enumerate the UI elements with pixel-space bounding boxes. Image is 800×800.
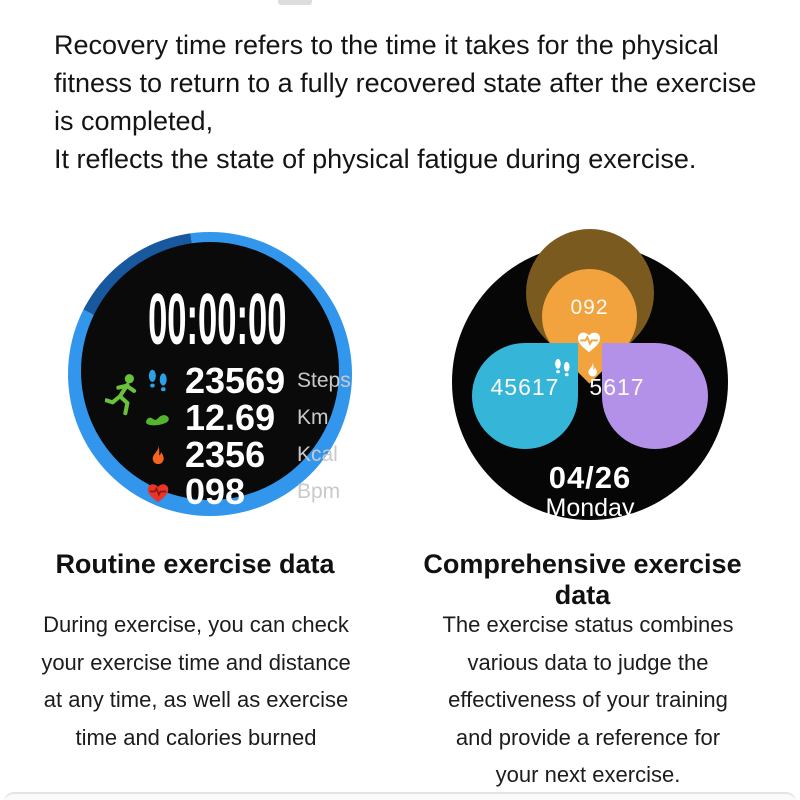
calories-value: 5617: [589, 374, 645, 400]
intro-text: Recovery time refers to the time it take…: [54, 30, 757, 174]
petal-steps: [472, 343, 578, 449]
footprints-small-icon: [552, 358, 573, 378]
next-section-edge: [4, 792, 796, 800]
metric-row-distance: 12.69 Km: [139, 396, 351, 438]
heart-pulse-icon: [575, 328, 603, 354]
weekday-label: Monday: [545, 494, 635, 522]
metric-row-calories: 2356 Kcal: [139, 433, 351, 475]
runner-icon: [105, 374, 137, 416]
routine-description: During exercise, you can check your exer…: [41, 612, 351, 750]
date-label: 04/26: [548, 460, 632, 495]
footprints-icon: [139, 369, 177, 393]
comprehensive-description: The exercise status combines various dat…: [442, 612, 734, 787]
petal-calories: [602, 343, 708, 449]
comprehensive-heading: Comprehensive exercise data: [423, 549, 742, 610]
routine-heading: Routine exercise data: [55, 549, 335, 579]
flame-small-icon: [584, 360, 601, 379]
metric-value: 23569: [185, 359, 286, 401]
metric-row-steps: 23569 Steps: [139, 359, 351, 401]
heart-rate-value: 092: [570, 296, 609, 319]
metric-value: 2356: [185, 433, 266, 475]
heart-icon: [139, 480, 177, 504]
watch-screen: 00:00:00 23569 Steps: [81, 242, 351, 512]
metric-row-heart-rate: 098 Bpm: [139, 470, 351, 512]
metric-value: 12.69: [185, 396, 276, 438]
stopwatch-time: 00:00:00: [148, 280, 287, 360]
metric-unit: Km: [297, 405, 329, 429]
metric-value: 098: [185, 470, 246, 512]
cropped-text-fragment: [278, 0, 312, 5]
metric-unit: Bpm: [297, 479, 341, 503]
watch-routine-face: 00:00:00 23569 Steps: [68, 232, 352, 516]
metric-unit: Kcal: [297, 442, 338, 466]
flame-icon: [139, 443, 177, 467]
metric-list: 23569 Steps 12.69 Km: [139, 359, 351, 512]
metric-unit: Steps: [297, 368, 351, 392]
steps-value: 45617: [490, 374, 560, 400]
shoe-icon: [139, 407, 177, 428]
watch-comprehensive-face: 092 45617 5617 04/26 Monday: [452, 202, 728, 522]
